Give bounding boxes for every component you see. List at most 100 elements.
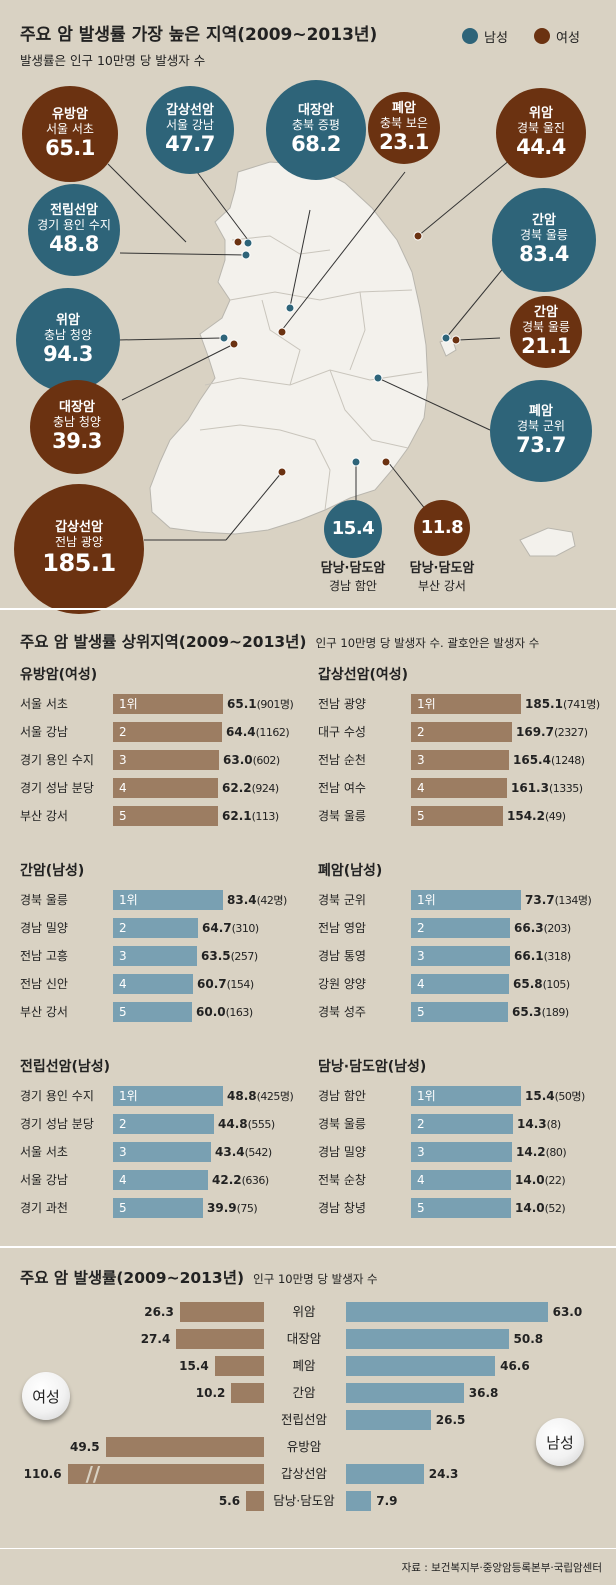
rank-region: 경북 울릉 bbox=[318, 809, 366, 823]
rank-number: 4 bbox=[417, 781, 425, 795]
rank-number: 1위 bbox=[119, 1089, 138, 1103]
rank-count: (425명) bbox=[256, 1090, 294, 1103]
rank-bar bbox=[411, 974, 509, 994]
rank-number: 5 bbox=[119, 1201, 127, 1215]
female-toggle-button[interactable]: 여성 bbox=[22, 1372, 70, 1420]
bubble-region: 충북 증평 bbox=[292, 117, 340, 132]
ranking-panel-title: 폐암(남성) bbox=[318, 863, 383, 879]
rank-count: (602) bbox=[252, 754, 281, 767]
section-divider bbox=[0, 1246, 616, 1248]
rank-row: 경북 울릉 5 154.2(49) bbox=[318, 806, 603, 826]
rank-rate: 62.2 bbox=[222, 781, 252, 795]
rank-row: 경기 용인 수지 1위 48.8(425명) bbox=[20, 1086, 305, 1106]
ranking-panel: 유방암(여성) 서울 서초 1위 65.1(901명) 서울 강남 2 64.4(1162)… bbox=[20, 664, 305, 844]
ranking-panel: 담낭·담도암(남성) 경남 함안 1위 15.4(50명) 경북 울릉 2 14.3(8) 경… bbox=[318, 1056, 603, 1236]
rank-bar bbox=[411, 1198, 511, 1218]
rank-region: 대구 수성 bbox=[318, 725, 366, 739]
bubble-lung-female: 폐암 충북 보은 23.1 bbox=[368, 92, 440, 164]
rank-bar bbox=[113, 1142, 211, 1162]
rank-value: 66.1(318) bbox=[514, 946, 571, 967]
bubble-region: 서울 강남 bbox=[166, 117, 214, 132]
rank-row: 전남 고흥 3 63.5(257) bbox=[20, 946, 305, 966]
rank-count: (901명) bbox=[256, 698, 294, 711]
rank-rate: 39.9 bbox=[207, 1201, 237, 1215]
rank-count: (113) bbox=[251, 810, 280, 823]
rank-value: 60.7(154) bbox=[197, 974, 254, 995]
rank-count: (1248) bbox=[550, 754, 585, 767]
rank-rate: 63.0 bbox=[223, 753, 253, 767]
rank-number: 4 bbox=[119, 781, 127, 795]
rank-count: (154) bbox=[226, 978, 255, 991]
bubble-value: 73.7 bbox=[516, 433, 566, 458]
ranking-header: 주요 암 발생률 상위지역(2009~2013년) 인구 10만명 당 발생자 … bbox=[20, 630, 539, 652]
bubble-region: 경기 용인 수지 bbox=[37, 217, 111, 232]
rank-region: 서울 강남 bbox=[20, 725, 68, 739]
ranking-panel-title: 간암(남성) bbox=[20, 863, 85, 879]
rank-rate: 65.3 bbox=[512, 1005, 542, 1019]
rank-number: 1위 bbox=[417, 1089, 436, 1103]
rank-value: 44.8(555) bbox=[218, 1114, 275, 1135]
legend-male-swatch bbox=[462, 28, 478, 44]
rank-row: 경남 밀양 3 14.2(80) bbox=[318, 1142, 603, 1162]
rank-count: (257) bbox=[230, 950, 259, 963]
bubble-cancer: 갑상선암 bbox=[166, 102, 214, 118]
map-connector-lines bbox=[107, 149, 523, 541]
rank-number: 4 bbox=[417, 1173, 425, 1187]
rank-bar bbox=[113, 1002, 192, 1022]
rank-region: 전남 신안 bbox=[20, 977, 68, 991]
section-divider bbox=[0, 608, 616, 610]
rank-number: 1위 bbox=[119, 893, 138, 907]
ranking-panel: 간암(남성) 경북 울릉 1위 83.4(42명) 경남 밀양 2 64.7(310) 전남 … bbox=[20, 860, 305, 1040]
bubble-biliary-male-caption: 담낭·담도암 경남 함안 bbox=[300, 560, 406, 594]
rank-rate: 64.7 bbox=[202, 921, 232, 935]
male-toggle-button[interactable]: 남성 bbox=[536, 1418, 584, 1466]
rank-count: (542) bbox=[244, 1146, 273, 1159]
bubble-region: 경남 함안 bbox=[329, 578, 377, 593]
rank-region: 경북 군위 bbox=[318, 893, 366, 907]
bubble-region: 전남 광양 bbox=[55, 534, 103, 549]
bubble-region: 경북 울릉 bbox=[520, 227, 568, 242]
comparison-category-label: 유방암 bbox=[286, 1439, 322, 1454]
rank-count: (105) bbox=[542, 978, 571, 991]
comparison-title: 주요 암 발생률(2009~2013년) bbox=[20, 1269, 245, 1287]
male-bar bbox=[346, 1356, 496, 1376]
rank-row: 부산 강서 5 62.1(113) bbox=[20, 806, 305, 826]
rank-bar bbox=[113, 694, 223, 714]
rank-rate: 83.4 bbox=[227, 893, 257, 907]
bubble-prostate-male: 전립선암 경기 용인 수지 48.8 bbox=[28, 184, 120, 276]
female-bar bbox=[214, 1356, 264, 1376]
rank-value: 63.5(257) bbox=[201, 946, 258, 967]
bubble-cancer: 담낭·담도암 bbox=[320, 561, 386, 576]
rank-rate: 65.8 bbox=[513, 977, 543, 991]
rank-region: 경기 성남 분당 bbox=[20, 781, 94, 795]
rank-count: (2327) bbox=[553, 726, 588, 739]
female-value-label: 5.6 bbox=[218, 1494, 241, 1508]
rank-region: 경남 밀양 bbox=[318, 1145, 366, 1159]
rank-bar bbox=[411, 750, 509, 770]
bubble-cancer: 폐암 bbox=[529, 403, 553, 419]
male-bar bbox=[346, 1410, 431, 1430]
rank-row: 전남 영암 2 66.3(203) bbox=[318, 918, 603, 938]
bubble-value: 68.2 bbox=[291, 132, 341, 157]
rank-region: 부산 강서 bbox=[20, 1005, 68, 1019]
comparison-header: 주요 암 발생률(2009~2013년) 인구 10만명 당 발생자 수 bbox=[20, 1266, 378, 1288]
rank-rate: 65.1 bbox=[227, 697, 257, 711]
rank-row: 경기 성남 분당 2 44.8(555) bbox=[20, 1114, 305, 1134]
female-value-label: 110.6 bbox=[23, 1467, 62, 1481]
rank-value: 66.3(203) bbox=[514, 918, 571, 939]
rank-value: 48.8(425명) bbox=[227, 1086, 294, 1107]
bubble-value: 21.1 bbox=[521, 334, 571, 359]
comparison-category-label: 폐암 bbox=[292, 1358, 316, 1373]
female-bar bbox=[231, 1383, 264, 1403]
rank-bar bbox=[113, 918, 198, 938]
male-bar bbox=[346, 1329, 509, 1349]
map-title: 주요 암 발생률 가장 높은 지역(2009~2013년) bbox=[20, 25, 378, 45]
ranking-panel: 전립선암(남성) 경기 용인 수지 1위 48.8(425명) 경기 성남 분당 2 44.… bbox=[20, 1056, 305, 1236]
rank-region: 전남 순천 bbox=[318, 753, 366, 767]
male-bar bbox=[346, 1302, 548, 1322]
female-value-label: 27.4 bbox=[140, 1332, 171, 1346]
rank-count: (1162) bbox=[255, 726, 290, 739]
rank-bar bbox=[411, 694, 521, 714]
bubble-stomach-male: 위암 충남 청양 94.3 bbox=[16, 288, 120, 392]
bubble-cancer: 간암 bbox=[534, 304, 558, 320]
